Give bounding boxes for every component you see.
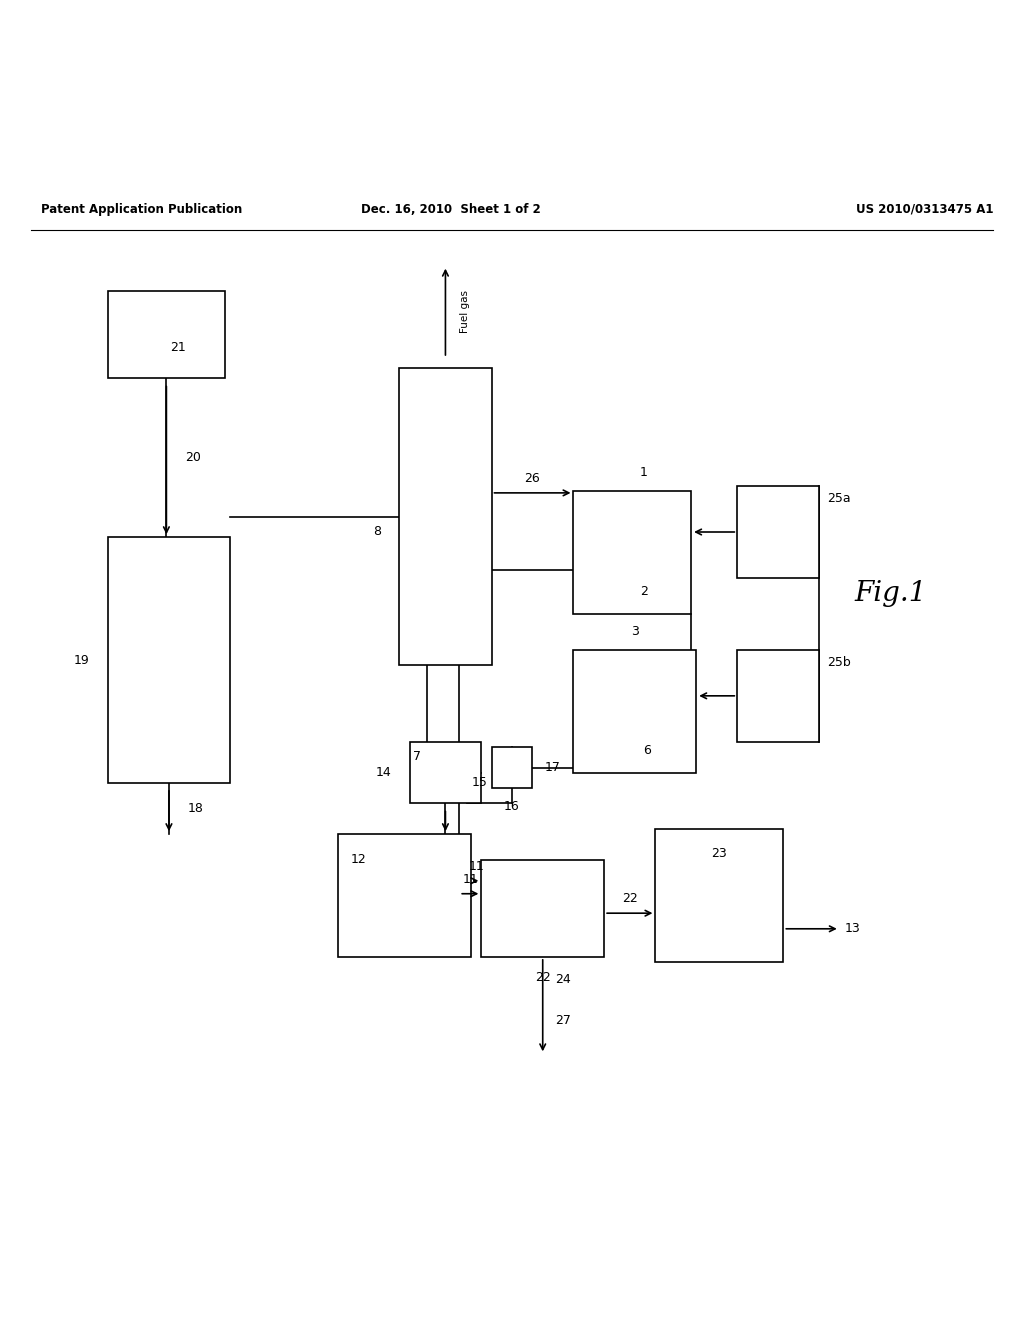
Text: 12: 12 — [350, 853, 366, 866]
Text: 1: 1 — [640, 466, 648, 479]
Text: 25b: 25b — [827, 656, 851, 668]
Text: 15: 15 — [471, 776, 487, 789]
Bar — [108, 537, 230, 783]
Bar — [492, 747, 532, 788]
Text: 24: 24 — [555, 973, 570, 986]
Text: Fig.1: Fig.1 — [855, 579, 927, 607]
Text: Dec. 16, 2010  Sheet 1 of 2: Dec. 16, 2010 Sheet 1 of 2 — [360, 203, 541, 216]
Bar — [737, 649, 819, 742]
Text: 27: 27 — [555, 1014, 571, 1027]
Text: 14: 14 — [376, 766, 391, 779]
Text: 22: 22 — [622, 892, 638, 906]
Bar — [573, 649, 696, 772]
Text: 11: 11 — [468, 859, 484, 873]
Text: 20: 20 — [184, 451, 201, 465]
Text: 2: 2 — [640, 585, 648, 598]
Text: 16: 16 — [504, 800, 520, 813]
Text: 22: 22 — [535, 972, 551, 983]
Text: 25a: 25a — [827, 492, 851, 504]
Bar — [481, 859, 604, 957]
Text: 17: 17 — [545, 762, 561, 774]
Text: US 2010/0313475 A1: US 2010/0313475 A1 — [856, 203, 993, 216]
Bar — [410, 742, 481, 804]
Bar — [737, 486, 819, 578]
Text: 6: 6 — [643, 744, 651, 758]
Bar — [108, 292, 225, 379]
Bar — [338, 834, 471, 957]
Text: 13: 13 — [845, 923, 860, 936]
Text: 11: 11 — [463, 873, 478, 886]
Text: Patent Application Publication: Patent Application Publication — [41, 203, 243, 216]
Text: 23: 23 — [712, 847, 727, 861]
Text: 3: 3 — [631, 624, 639, 638]
Text: 18: 18 — [187, 803, 204, 814]
Text: 7: 7 — [413, 750, 421, 763]
Text: 21: 21 — [170, 342, 186, 355]
Text: 26: 26 — [524, 473, 541, 484]
Bar — [399, 368, 492, 665]
Bar — [655, 829, 783, 962]
Bar — [573, 491, 691, 614]
Text: 19: 19 — [74, 653, 89, 667]
Text: 8: 8 — [373, 525, 381, 539]
Text: Fuel gas: Fuel gas — [460, 290, 470, 334]
